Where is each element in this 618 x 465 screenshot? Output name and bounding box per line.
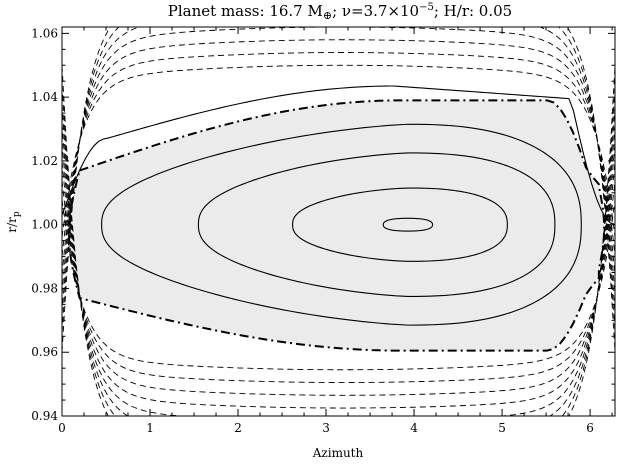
chart-title-nu-exponent: −5 bbox=[419, 2, 434, 13]
y-tick-label: 1.06 bbox=[31, 26, 58, 40]
streamline-lower-4 bbox=[62, 123, 615, 416]
x-tick-label: 0 bbox=[58, 421, 66, 435]
x-tick-label: 4 bbox=[410, 421, 418, 435]
streamline-lower-1 bbox=[62, 180, 615, 383]
closed-orbit-2 bbox=[197, 152, 556, 297]
x-tick-label: 3 bbox=[322, 421, 330, 435]
streamline-upper-0 bbox=[62, 64, 615, 238]
x-axis-title: Azimuth bbox=[312, 446, 364, 460]
x-tick-label: 5 bbox=[498, 421, 506, 435]
libration-region-fill bbox=[69, 100, 605, 351]
streamline-lower-0 bbox=[62, 199, 615, 371]
y-tick-label: 0.94 bbox=[31, 409, 58, 423]
separatrix bbox=[68, 99, 606, 352]
y-tick-label: 0.96 bbox=[31, 345, 58, 359]
streamline-upper-2 bbox=[62, 39, 615, 276]
streamline-lower-3 bbox=[62, 142, 615, 409]
y-axis-title-base: r/r bbox=[5, 217, 19, 233]
x-tick-label: 1 bbox=[146, 421, 154, 435]
closed-orbit-1 bbox=[292, 187, 508, 262]
chart-title-nu: ; ν=3.7×10 bbox=[332, 2, 419, 20]
streamline-upper-1 bbox=[62, 52, 615, 257]
chart-title-prefix: Planet mass: 16.7 M bbox=[168, 2, 323, 20]
streamline-upper-solid bbox=[62, 85, 615, 226]
y-axis-title: r/rp bbox=[5, 211, 22, 233]
chart-title-suffix: ; H/r: 0.05 bbox=[434, 2, 512, 20]
y-tick-label: 1.04 bbox=[31, 90, 58, 104]
axis-ticks: 0 1 2 3 4 5 6 0.94 0.96 0.98 1.00 1.02 1.04 1.06 bbox=[31, 26, 615, 435]
closed-orbit-0 bbox=[382, 217, 434, 232]
y-axis-title-sub: p bbox=[12, 211, 22, 217]
streamline-upper-3 bbox=[62, 27, 615, 295]
y-tick-label: 1.00 bbox=[31, 218, 58, 232]
y-tick-label: 1.02 bbox=[31, 154, 58, 168]
y-tick-label: 0.98 bbox=[31, 281, 58, 295]
plot-area bbox=[62, 27, 615, 416]
plot-frame bbox=[61, 26, 616, 417]
chart-title-mass-unit: ⊕ bbox=[323, 9, 332, 22]
closed-orbit-3 bbox=[101, 123, 582, 326]
chart-title: Planet mass: 16.7 M⊕; ν=3.7×10−5; H/r: 0… bbox=[168, 2, 512, 22]
x-tick-label: 2 bbox=[234, 421, 242, 435]
x-tick-label: 6 bbox=[586, 421, 594, 435]
streamline-lower-2 bbox=[62, 161, 615, 396]
